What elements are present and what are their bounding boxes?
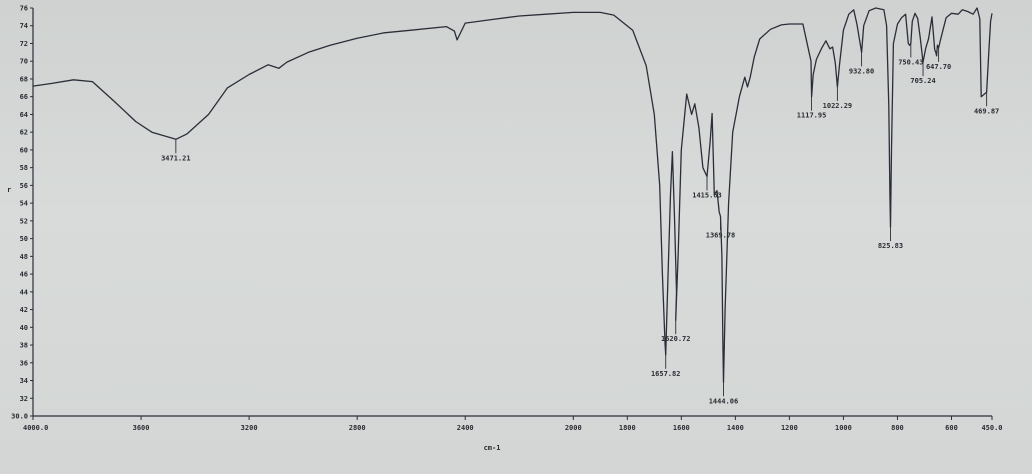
x-axis-title: cm-1 xyxy=(484,444,501,452)
peak-label: 1117.95 xyxy=(797,112,827,120)
peak-label: 1369.78 xyxy=(706,231,736,239)
x-tick-label: 4000.0 xyxy=(23,424,48,432)
series-layer xyxy=(32,7,993,383)
x-tick-label: 1600 xyxy=(673,424,690,432)
y-tick-label: 48 xyxy=(20,253,28,261)
x-tick-label: 1200 xyxy=(781,424,798,432)
y-tick-label: 70 xyxy=(20,58,28,66)
peak-label: 3471.21 xyxy=(161,154,191,162)
y-tick-label: 62 xyxy=(20,129,28,137)
y-tick-label: 50 xyxy=(20,235,28,243)
y-tick-label: 44 xyxy=(20,288,28,296)
peak-label: 1620.72 xyxy=(661,335,691,343)
y-tick-label: 46 xyxy=(20,271,28,279)
y-tick-label: 76 xyxy=(20,5,28,13)
spectrum-line xyxy=(32,7,993,383)
peak-label: 1022.29 xyxy=(823,102,853,110)
y-tick-label: 60 xyxy=(20,146,28,154)
x-tick-label: 3200 xyxy=(241,424,258,432)
y-tick-label: 52 xyxy=(20,217,28,225)
y-tick-label: 30.0 xyxy=(11,413,28,421)
peak-label: 932.80 xyxy=(849,67,874,75)
x-axis-ticks: 4000.0 3600 3200 2800 2400 2000 1800 1600 1400 12… xyxy=(23,416,1003,432)
y-tick-label: 72 xyxy=(20,40,28,48)
peak-label: 1444.06 xyxy=(709,397,739,405)
y-tick-label: 36 xyxy=(20,359,28,367)
x-tick-label: 1800 xyxy=(619,424,636,432)
x-tick-label: 1000 xyxy=(835,424,852,432)
y-tick-label: 38 xyxy=(20,342,28,350)
peak-label: 705.24 xyxy=(910,77,935,85)
y-tick-label: 56 xyxy=(20,182,28,190)
y-tick-label: 64 xyxy=(20,111,28,119)
x-tick-label: 600 xyxy=(945,424,958,432)
x-tick-label: 800 xyxy=(891,424,904,432)
y-tick-label: 34 xyxy=(20,377,28,385)
x-tick-label: 450.0 xyxy=(981,424,1002,432)
peak-label: 1657.82 xyxy=(651,370,681,378)
y-tick-label: 66 xyxy=(20,93,28,101)
peak-label: 647.70 xyxy=(926,63,951,71)
x-tick-label: 3600 xyxy=(133,424,150,432)
x-tick-label: 2400 xyxy=(457,424,474,432)
y-tick-label: 42 xyxy=(20,306,28,314)
y-axis-side-mark: r xyxy=(7,186,11,194)
y-tick-label: 40 xyxy=(20,324,28,332)
y-tick-label: 74 xyxy=(20,22,28,30)
peak-annotations: 3471.21 1657.82 1620.72 1444.06 1415.63 1369.… xyxy=(161,43,999,405)
peak-label: 469.87 xyxy=(974,107,999,115)
y-tick-label: 58 xyxy=(20,164,28,172)
y-tick-label: 68 xyxy=(20,75,28,83)
x-tick-label: 2000 xyxy=(565,424,582,432)
y-tick-label: 32 xyxy=(20,395,28,403)
peak-label: 1415.63 xyxy=(692,192,722,200)
peak-label: 825.83 xyxy=(878,242,903,250)
x-tick-label: 1400 xyxy=(727,424,744,432)
plot-frame xyxy=(32,8,992,417)
peak-label: 750.43 xyxy=(898,58,923,66)
x-tick-label: 2800 xyxy=(349,424,366,432)
y-tick-label: 54 xyxy=(20,200,28,208)
y-axis-ticks: 76 74 72 70 68 66 64 62 60 58 56 54 52 50 48 46 44 42 40 38… xyxy=(11,5,33,421)
